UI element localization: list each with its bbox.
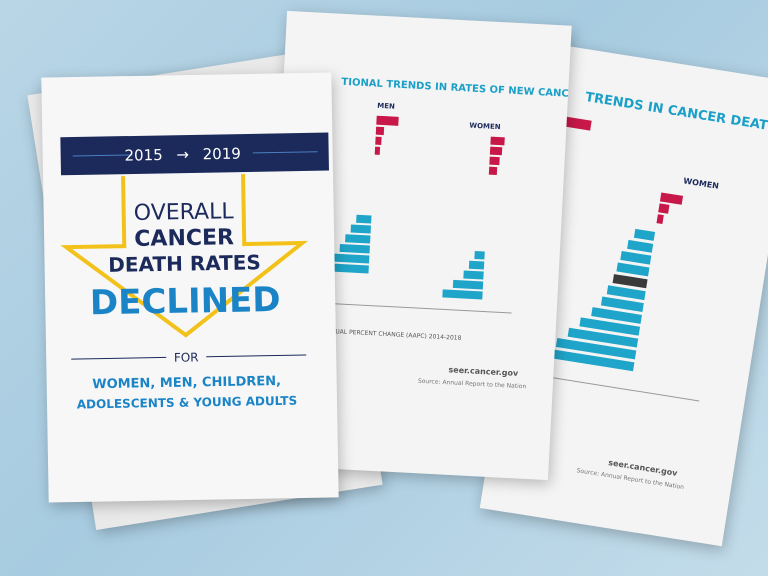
groups-1: WOMEN, MEN, CHILDREN, [92,374,281,392]
band-rule [72,154,133,157]
year-end: 2019 [203,145,241,164]
incidence-sheet: TIONAL TRENDS IN RATES OF NEW CANCER CAS… [263,10,572,481]
year-arrow: → [176,145,189,163]
for-label: FOR [174,350,199,364]
headline-2: CANCER [134,225,234,252]
death-sheet-art: TRENDS IN CANCER DEATH RATES WOMEN seer.… [521,90,768,491]
for-rule [71,356,167,360]
down-arrow [60,174,309,338]
sheet-title: TRENDS IN CANCER DEATH RATES [584,90,768,143]
headline-4: DECLINED [90,280,281,323]
source: Source: Annual Report to the Nation [418,378,527,391]
death-rates-sheet: TRENDS IN CANCER DEATH RATES WOMEN seer.… [479,43,768,547]
year-band [60,132,329,176]
headline-1: OVERALL [134,199,235,226]
heading: WOMEN [683,176,720,190]
bar-decoration [328,115,512,314]
right-heading: WOMEN [469,122,501,132]
site: seer.cancer.gov [448,365,519,378]
year-start: 2015 [124,146,162,165]
left-heading: MEN [377,102,395,111]
bar-decoration [521,115,700,402]
sheet-title: TIONAL TRENDS IN RATES OF NEW CANCER CAS… [341,77,572,103]
incidence-sheet-art: TIONAL TRENDS IN RATES OF NEW CANCER CAS… [328,77,572,391]
for-rule [206,354,307,358]
cover-sheet: 2015 → 2019 OVERALL CANCER DEATH RATES D… [41,72,339,503]
cover-art: 2015 → 2019 OVERALL CANCER DEATH RATES D… [60,132,329,412]
axis-label: UAL PERCENT CHANGE (AAPC) 2014-2018 [335,328,462,342]
band-rule [252,151,318,154]
groups-2: ADOLESCENTS & YOUNG ADULTS [77,394,298,412]
headline-3: DEATH RATES [108,250,261,277]
